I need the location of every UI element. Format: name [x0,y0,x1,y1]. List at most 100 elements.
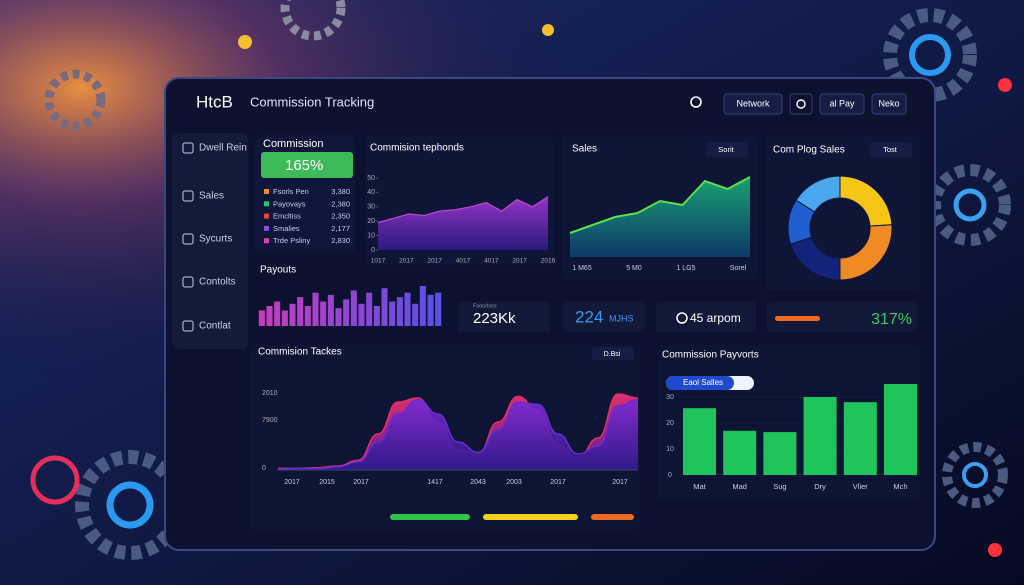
stat-box [767,302,917,332]
bar [723,430,757,475]
x-tick-label: 2003 [506,479,522,486]
card-title: Commission Payvorts [662,350,759,361]
header-button[interactable] [871,93,907,115]
legend-value: 3,380 [331,187,350,196]
sidebar-item: Sycurts [199,234,232,245]
y-tick-label: 30 [367,204,375,211]
card-title: Commision Tackes [258,347,342,358]
sidebar-item: Contlat [199,321,231,332]
bar [843,402,877,475]
legend-label: Emcltiss [273,212,301,221]
filter-label: Eaol Salles [683,378,723,387]
x-tick-label: Sug [773,482,786,491]
stat-value: 224 [575,307,603,326]
y-tick-label: 20 [367,218,375,225]
search-icon[interactable] [690,96,702,108]
x-tick-label: 2017 [427,258,442,265]
y-tick-label: 10 [367,232,375,239]
y-tick-label: 50 [367,175,375,182]
x-tick-label: 2016 [541,258,556,265]
x-tick-label: 4017 [484,258,499,265]
x-tick-label: 1417 [427,479,443,486]
legend-label: Fsorls Pen [273,187,309,196]
x-tick-label: Sorel [730,265,747,272]
bar [304,306,311,326]
x-tick-label: 2015 [319,479,335,486]
x-tick-label: 1017 [371,258,386,265]
y-tick-label: 10 [666,446,674,453]
highlight-value: 165% [285,157,323,174]
bar [404,292,411,326]
bar [335,308,342,326]
logo: HtcB [196,92,233,111]
y-tick-label: 30 [666,394,674,401]
sidebar-icon[interactable] [182,190,194,202]
x-tick-label: 2017 [550,479,566,486]
stat-value: 223Kk [473,310,516,327]
sidebar-item: Dwell Rein [199,143,247,154]
bar [312,292,319,326]
legend-label: Trde Psliny [273,236,310,245]
card-button-label: D.Bsi [604,351,621,358]
header-button[interactable] [819,93,865,115]
sidebar-item: Sales [199,191,224,202]
bar [343,299,350,326]
legend-value: 2,830 [331,236,350,245]
y-tick-label: 40 [367,189,375,196]
line [277,398,639,470]
stat-caption: Fsoorlsez [473,303,497,309]
legend-label: Smalies [273,224,300,233]
card-title: Commision tephonds [370,143,464,154]
bar [435,292,442,326]
stat-bar [775,316,820,321]
bar [427,294,434,326]
card-button[interactable] [592,347,634,360]
card-button[interactable] [706,142,748,157]
highlight [261,152,353,178]
card-button-label: Sorit [718,145,734,154]
legend-value: 2,177 [331,224,350,233]
header-button[interactable] [789,93,813,115]
sidebar-item: Contolts [199,277,236,288]
sidebar-icon[interactable] [182,142,194,154]
sidebar-icon[interactable] [182,233,194,245]
stat-icon [676,312,688,324]
y-label: 7900 [262,417,278,424]
card-title: Payouts [260,265,296,276]
y-tick-label: 20 [666,420,674,427]
y-tick-label: 0 [371,247,375,254]
x-tick-label: 1 LG5 [676,265,695,272]
x-tick-label: 1 M65 [572,265,592,272]
filter-pill-fill[interactable] [666,376,734,390]
bar [389,301,396,326]
x-tick-label: 2043 [470,479,486,486]
bar [297,297,304,326]
sidebar [172,133,248,349]
sidebar-icon[interactable] [182,276,194,288]
bar [412,303,419,326]
line [377,196,549,224]
bar [381,288,388,326]
bar [358,303,365,326]
bar [683,408,716,475]
progress-bar [483,514,578,520]
header-button[interactable] [723,93,783,115]
legend-swatch [264,201,269,207]
bar [366,292,373,326]
y-label: 0 [262,465,266,472]
header-button-label: Network [736,98,770,108]
sidebar-icon[interactable] [182,320,194,332]
legend-label: Payovays [273,199,306,208]
card-button[interactable] [870,142,912,157]
legend-swatch [264,225,269,231]
search-button-icon[interactable] [796,99,806,109]
area [378,196,548,250]
x-tick-label: Mat [693,482,706,491]
legend-swatch [264,238,269,244]
bar [327,294,334,326]
x-tick-label: Dry [814,482,826,491]
bar [289,303,296,326]
bar [373,306,380,326]
legend-value: 2,380 [331,199,350,208]
